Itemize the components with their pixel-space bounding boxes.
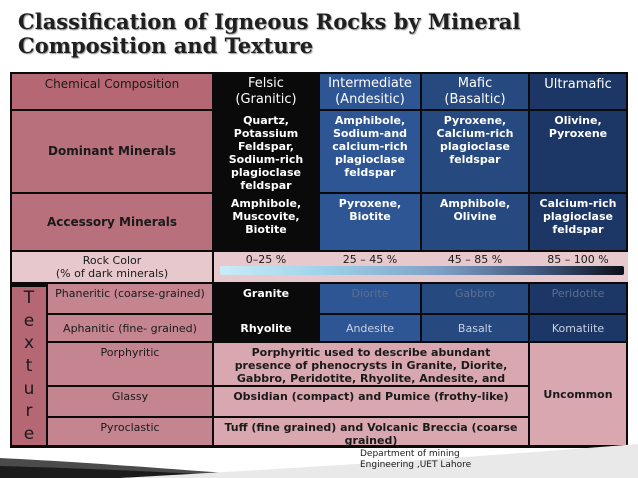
dominant-label: Dominant Minerals: [12, 111, 212, 192]
pyroclastic-label: Pyroclastic: [48, 418, 212, 445]
phaneritic-felsic: Granite: [214, 284, 318, 313]
rock-color-title: Rock Color: [82, 254, 142, 267]
texture-letter: t: [25, 355, 33, 376]
header-composition: Chemical Composition: [12, 74, 212, 109]
accessory-mafic: Amphibole, Olivine: [422, 194, 528, 250]
dark-mineral-gradient-bar: [220, 266, 624, 275]
dominant-ultramafic: Olivine, Pyroxene: [530, 111, 626, 192]
aphanitic-intermediate: Andesite: [320, 315, 420, 341]
header-intermediate: Intermediate (Andesitic): [320, 74, 420, 109]
header-ultramafic: Ultramafic: [530, 74, 626, 109]
accessory-label: Accessory Minerals: [12, 194, 212, 250]
dominant-intermediate: Amphibole, Sodium-and calcium-rich plagi…: [320, 111, 420, 192]
glassy-label: Glassy: [48, 387, 212, 416]
texture-letter: T: [23, 288, 35, 309]
texture-vertical-label: T e x t u r e: [12, 287, 46, 445]
phaneritic-mafic: Gabbro: [422, 284, 528, 313]
accessory-ultramafic: Calcium-rich plagioclase feldspar: [530, 194, 626, 250]
aphanitic-ultramafic: Komatiite: [530, 315, 626, 341]
header-mafic: Mafic (Basaltic): [422, 74, 528, 109]
phaneritic-label: Phaneritic (coarse-grained): [48, 284, 212, 313]
accessory-felsic: Amphibole, Muscovite, Biotite: [214, 194, 318, 250]
header-mafic-label: Mafic: [457, 75, 493, 91]
header-intermediate-sub: (Andesitic): [335, 91, 405, 107]
header-mafic-sub: (Basaltic): [444, 91, 506, 107]
porphyritic-label: Porphyritic: [48, 343, 212, 385]
texture-letter: r: [25, 401, 33, 422]
pyroclastic-description: Tuff (fine grained) and Volcanic Breccia…: [214, 418, 528, 447]
page-title: Classification of Igneous Rocks by Miner…: [18, 9, 521, 58]
porphyritic-description: Porphyritic used to describe abundant pr…: [214, 343, 528, 398]
footer-line-2: Engineering ,UET Lahore: [360, 460, 472, 470]
aphanitic-mafic: Basalt: [422, 315, 528, 341]
footer-credit: Department of mining Engineering ,UET La…: [360, 449, 510, 471]
texture-letter: e: [23, 310, 35, 331]
aphanitic-label: Aphanitic (fine- grained): [48, 315, 212, 341]
rock-color-intermediate: 25 – 45 %: [342, 252, 398, 266]
header-intermediate-label: Intermediate: [328, 75, 412, 91]
dominant-felsic: Quartz, Potassium Feldspar, Sodium-rich …: [214, 111, 318, 192]
header-felsic-label: Felsic: [248, 75, 284, 91]
header-felsic-sub: (Granitic): [235, 91, 297, 107]
rock-color-sublabel: (% of dark minerals): [55, 267, 169, 280]
texture-letter: e: [23, 423, 35, 444]
glassy-description: Obsidian (compact) and Pumice (frothy-li…: [214, 387, 528, 416]
rock-color-ultramafic: 85 – 100 %: [547, 252, 609, 266]
texture-letter: x: [23, 333, 35, 354]
footer-line-1: Department of mining: [360, 449, 460, 459]
phaneritic-ultramafic: Peridotite: [530, 284, 626, 313]
phaneritic-intermediate: Diorite: [320, 284, 420, 313]
accessory-intermediate: Pyroxene, Biotite: [320, 194, 420, 250]
dominant-mafic: Pyroxene, Calcium-rich plagioclase felds…: [422, 111, 528, 192]
header-felsic: Felsic (Granitic): [214, 74, 318, 109]
rock-color-label: Rock Color (% of dark minerals): [12, 252, 212, 282]
texture-letter: u: [23, 378, 35, 399]
uncommon-ultramafic: Uncommon: [530, 343, 626, 445]
rock-color-felsic: 0–25 %: [245, 252, 287, 266]
decorative-swoosh: [0, 440, 638, 478]
rock-color-mafic: 45 – 85 %: [447, 252, 503, 266]
aphanitic-felsic: Rhyolite: [214, 315, 318, 341]
